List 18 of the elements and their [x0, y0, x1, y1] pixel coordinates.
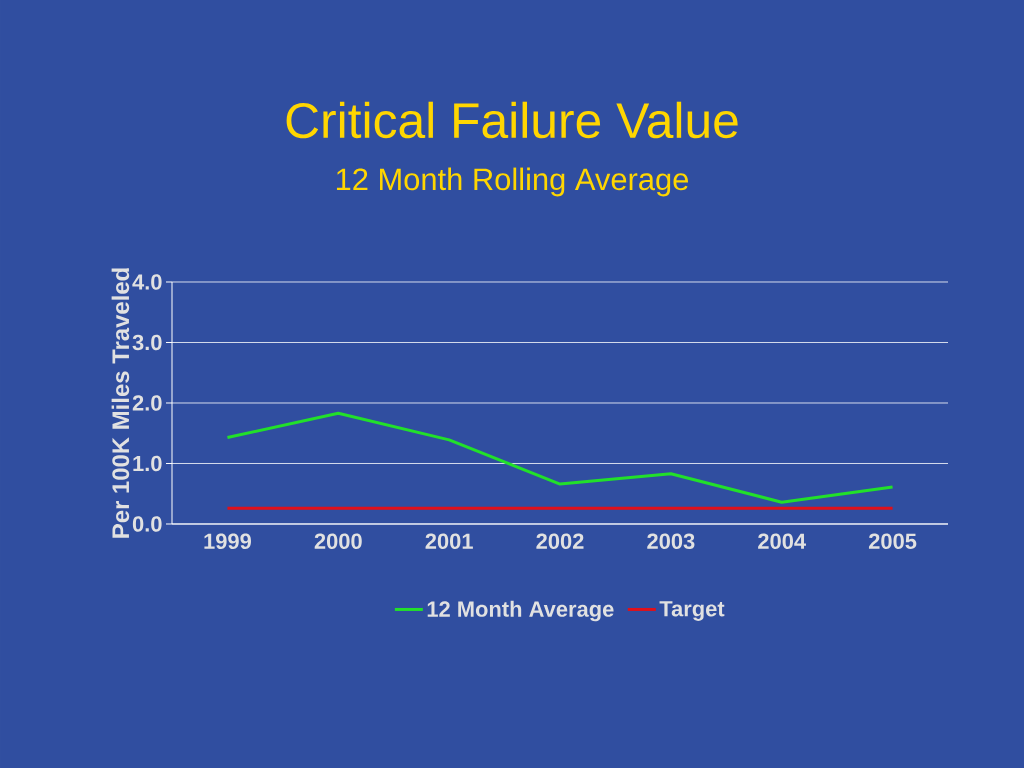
x-tick-label: 2001	[425, 533, 473, 550]
chart-title: Critical Failure Value	[286, 101, 738, 139]
x-tick-label: 2003	[647, 533, 695, 550]
chart-subtitle: 12 Month Rolling Average	[336, 167, 688, 197]
x-tick-label: 2002	[536, 533, 584, 550]
x-tick-label: 1999	[204, 533, 251, 550]
y-tick-label: 4.0	[132, 274, 162, 290]
y-tick-label: 0.0	[132, 516, 162, 532]
y-tick-label: 2.0	[132, 395, 162, 411]
legend-label: 12 Month Average	[427, 600, 614, 622]
y-tick-label: 3.0	[132, 334, 162, 351]
line-series	[225, 411, 895, 504]
x-tick-label: 2005	[868, 533, 917, 550]
x-tick-label: 2000	[314, 533, 362, 550]
legend-label: Target	[659, 601, 725, 621]
x-tick-label: 2004	[758, 533, 806, 550]
y-tick-label: 1.0	[133, 455, 162, 472]
y-axis-title: Per 100K Miles Traveled	[111, 268, 130, 538]
